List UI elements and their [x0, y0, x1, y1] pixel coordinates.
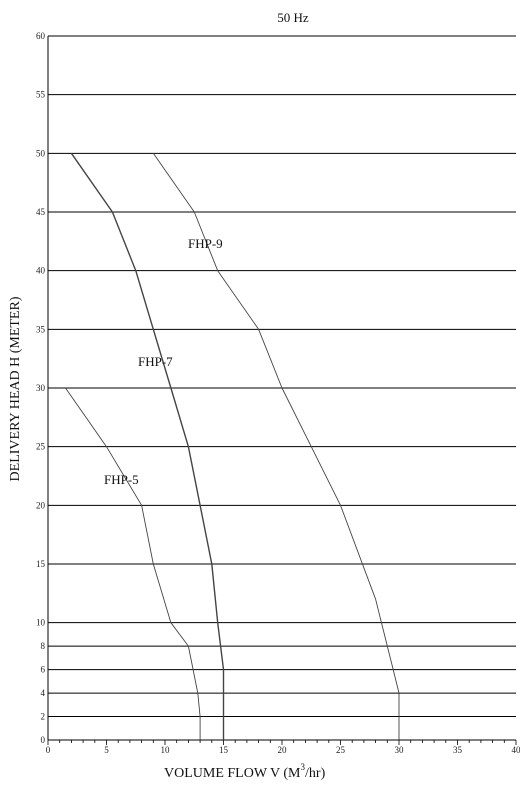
y-tick-label: 40 [36, 266, 46, 276]
x-tick-label: 40 [512, 745, 520, 755]
chart-title: 50 Hz [277, 10, 309, 25]
y-tick-label: 10 [36, 618, 46, 628]
x-axis-label-main: VOLUME FLOW V (M [164, 766, 301, 781]
y-tick-labels: 0 2 4 6 8 10 15 20 25 30 35 40 45 50 55 60 [36, 31, 46, 745]
x-axis-label-tail: /hr) [305, 766, 326, 781]
series-label-fhp-7: FHP-7 [138, 354, 173, 369]
y-tick-label: 6 [41, 665, 46, 675]
x-tick-label: 25 [336, 745, 346, 755]
x-tick-label: 0 [46, 745, 51, 755]
x-tick-labels: 0 5 10 15 20 25 30 35 40 [46, 745, 520, 755]
x-tick-label: 5 [104, 745, 109, 755]
grid-lines [47, 35, 517, 745]
series-line-fhp-5 [65, 387, 201, 740]
x-tick-label: 10 [161, 745, 171, 755]
y-tick-label: 25 [36, 442, 46, 452]
y-tick-label: 55 [36, 90, 46, 100]
x-tick-label: 30 [395, 745, 405, 755]
series-label-fhp-5: FHP-5 [104, 472, 139, 487]
y-axis-label: DELIVERY HEAD H (METER) [8, 296, 23, 481]
y-tick-label: 15 [36, 559, 46, 569]
y-tick-label: 2 [41, 712, 46, 722]
x-tick-label: 35 [453, 745, 463, 755]
series-label-fhp-9: FHP-9 [188, 236, 223, 251]
series-line-fhp-7 [70, 152, 225, 740]
y-tick-label: 35 [36, 324, 46, 334]
x-axis-label: VOLUME FLOW V (M3/hr) [164, 762, 326, 781]
y-tick-label: 30 [36, 383, 46, 393]
x-axis-label-superscript: 3 [301, 762, 306, 772]
y-tick-label: 20 [36, 500, 46, 510]
x-tick-label: 15 [219, 745, 229, 755]
y-tick-label: 45 [36, 207, 46, 217]
series-curves [65, 152, 400, 740]
x-tick-label: 20 [278, 745, 288, 755]
y-tick-label: 50 [36, 148, 46, 158]
y-tick-label: 4 [41, 688, 46, 698]
series-line-fhp-9 [152, 153, 400, 740]
y-tick-label: 0 [41, 735, 46, 745]
y-tick-label: 8 [41, 641, 46, 651]
y-tick-label: 60 [36, 31, 46, 41]
